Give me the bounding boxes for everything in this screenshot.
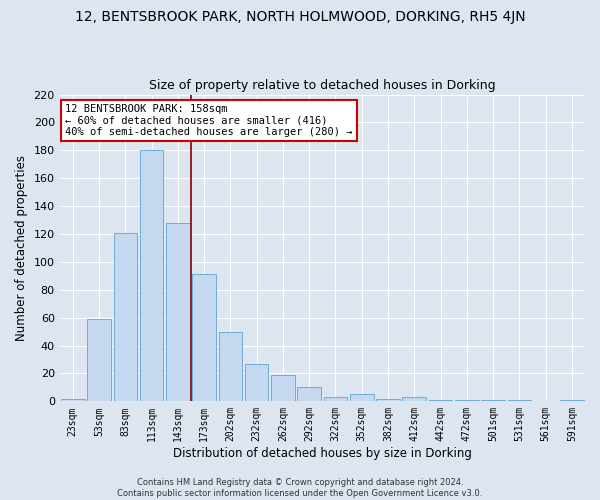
Bar — [560, 400, 584, 402]
Text: Contains HM Land Registry data © Crown copyright and database right 2024.
Contai: Contains HM Land Registry data © Crown c… — [118, 478, 482, 498]
Bar — [403, 397, 426, 402]
Bar — [429, 400, 452, 402]
Bar — [245, 364, 268, 402]
Text: 12 BENTSBROOK PARK: 158sqm
← 60% of detached houses are smaller (416)
40% of sem: 12 BENTSBROOK PARK: 158sqm ← 60% of deta… — [65, 104, 352, 137]
Bar — [481, 400, 505, 402]
Title: Size of property relative to detached houses in Dorking: Size of property relative to detached ho… — [149, 79, 496, 92]
Bar — [376, 398, 400, 402]
Bar — [350, 394, 374, 402]
Text: 12, BENTSBROOK PARK, NORTH HOLMWOOD, DORKING, RH5 4JN: 12, BENTSBROOK PARK, NORTH HOLMWOOD, DOR… — [74, 10, 526, 24]
Bar — [218, 332, 242, 402]
Bar — [140, 150, 163, 402]
Bar — [323, 397, 347, 402]
Bar — [87, 319, 111, 402]
Y-axis label: Number of detached properties: Number of detached properties — [15, 155, 28, 341]
Bar — [166, 223, 190, 402]
Bar — [271, 375, 295, 402]
X-axis label: Distribution of detached houses by size in Dorking: Distribution of detached houses by size … — [173, 447, 472, 460]
Bar — [508, 400, 531, 402]
Bar — [61, 398, 85, 402]
Bar — [298, 388, 321, 402]
Bar — [113, 232, 137, 402]
Bar — [455, 400, 479, 402]
Bar — [193, 274, 216, 402]
